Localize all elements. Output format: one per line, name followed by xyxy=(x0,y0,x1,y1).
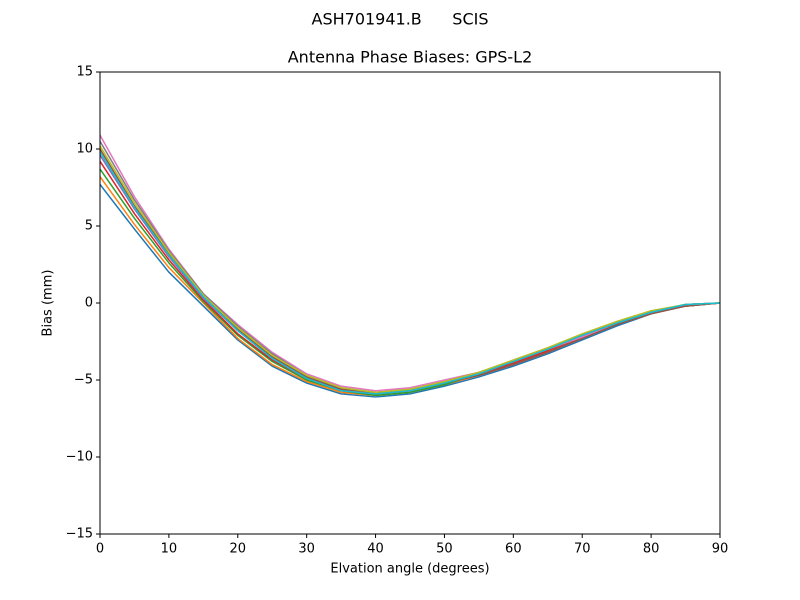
y-tick-label: 5 xyxy=(85,219,93,234)
x-axis-label: Elvation angle (degrees) xyxy=(330,562,489,577)
x-tick-label: 80 xyxy=(643,542,660,557)
x-tick-label: 10 xyxy=(161,542,178,557)
y-tick-label: 0 xyxy=(85,296,93,311)
y-tick-label: 10 xyxy=(76,142,93,157)
series-line xyxy=(99,151,721,395)
x-tick-label: 30 xyxy=(298,542,315,557)
series-line xyxy=(99,183,721,398)
chart-title: Antenna Phase Biases: GPS-L2 xyxy=(288,48,533,67)
x-tick-label: 50 xyxy=(436,542,453,557)
x-tick-label: 0 xyxy=(96,542,104,557)
y-tick-label: 15 xyxy=(76,65,93,80)
plot-frame xyxy=(99,71,721,535)
x-tick-label: 60 xyxy=(505,542,522,557)
x-tick-label: 20 xyxy=(230,542,247,557)
y-tick-label: −5 xyxy=(74,373,93,388)
x-tick-label: 90 xyxy=(712,542,729,557)
y-axis-label: Bias (mm) xyxy=(41,270,56,337)
series-line xyxy=(99,145,721,394)
x-tick-label: 70 xyxy=(574,542,591,557)
figure-title: ASH701941.B SCIS xyxy=(312,10,489,29)
x-tick-label: 40 xyxy=(367,542,384,557)
y-tick-label: −15 xyxy=(66,527,93,542)
y-tick-label: −10 xyxy=(66,450,93,465)
